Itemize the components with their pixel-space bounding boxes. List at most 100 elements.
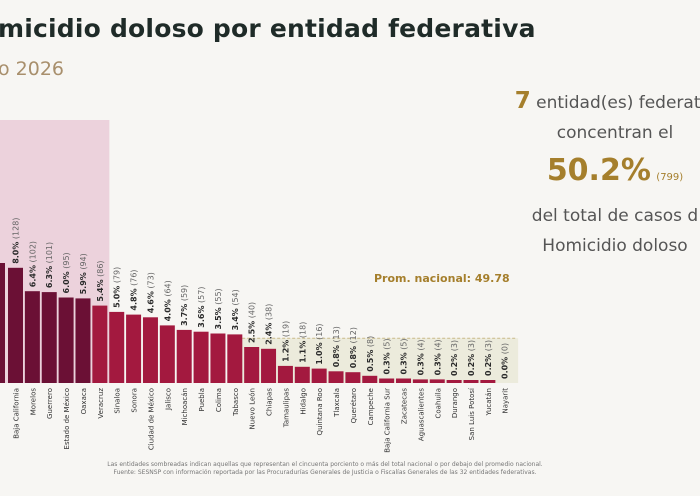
bar	[210, 333, 226, 383]
bar	[480, 380, 496, 383]
category-label: Aguascalientes	[417, 388, 425, 441]
bar	[75, 298, 91, 383]
category-label: Tamaulipas	[282, 388, 290, 429]
data-label: 0.5% (8)	[366, 336, 375, 372]
data-label: 0.3% (5)	[400, 338, 409, 374]
category-label: Campeche	[367, 388, 375, 425]
bar	[412, 379, 428, 383]
bar	[379, 378, 395, 383]
category-label: Yucatán	[485, 388, 493, 417]
bar	[58, 297, 74, 383]
bar	[311, 368, 327, 383]
bar	[362, 375, 378, 383]
bar	[463, 380, 479, 383]
category-label: Hidalgo	[299, 388, 307, 415]
data-label: 1.2% (19)	[281, 321, 290, 362]
summary-line4: Homicidio doloso	[542, 236, 688, 256]
footer-note: Las entidades sombreadas indican aquella…	[100, 461, 550, 477]
bar	[227, 334, 243, 383]
category-label: Tlaxcala	[333, 388, 341, 418]
summary-panel: 7 entidad(es) federativ concentran el 50…	[500, 86, 700, 261]
data-label: 0.2% (3)	[450, 340, 459, 376]
category-label: Tabasco	[232, 388, 240, 417]
category-label: Veracruz	[97, 388, 105, 419]
bar	[244, 347, 260, 383]
category-label: Quintana Roo	[316, 388, 324, 435]
category-label: Ciudad de México	[147, 388, 155, 450]
data-label: 2.5% (40)	[248, 302, 257, 343]
summary-percent: 50.2%	[546, 153, 651, 188]
data-label: 4.6% (73)	[146, 272, 155, 313]
bar	[126, 314, 142, 383]
data-label: 2.4% (38)	[265, 304, 274, 345]
data-label: 0.3% (4)	[416, 339, 425, 375]
category-label: Zacatecas	[401, 388, 409, 424]
data-label: 3.4% (54)	[231, 289, 240, 330]
page-title: micidio doloso por entidad federativa	[0, 14, 536, 43]
bar	[277, 365, 293, 383]
data-label: 5.0% (79)	[113, 267, 122, 308]
data-label: 3.6% (57)	[197, 287, 206, 328]
category-label: Puebla	[198, 388, 206, 412]
summary-line3: del total de casos d	[531, 206, 699, 226]
data-label: 6.0% (95)	[62, 252, 71, 293]
category-label: Estado de México	[63, 388, 71, 449]
bar	[328, 371, 344, 383]
category-label: Nayarit	[502, 388, 510, 414]
average-label: Prom. nacional: 49.78	[374, 272, 510, 285]
category-label: Jalisco	[164, 388, 172, 411]
data-label: 6.4% (102)	[28, 241, 37, 287]
bar	[142, 317, 158, 383]
data-label: 4.8% (76)	[130, 269, 139, 310]
bar	[193, 331, 209, 383]
summary-line1: entidad(es) federativ	[536, 93, 700, 113]
category-label: Querétaro	[350, 388, 358, 423]
bar	[92, 305, 108, 383]
data-label: 6.3% (101)	[45, 242, 54, 288]
category-label: Chiapas	[266, 388, 274, 416]
bar	[294, 366, 310, 383]
bar	[446, 380, 462, 383]
category-label: Sinaloa	[114, 388, 122, 414]
category-label: Guerrero	[46, 388, 54, 419]
data-label: 8.0% (128)	[12, 218, 21, 264]
data-label: 0.8% (12)	[349, 327, 358, 368]
category-label: Oaxaca	[80, 388, 88, 414]
summary-count: 7	[514, 88, 531, 114]
bar	[261, 348, 277, 383]
bar	[396, 378, 412, 383]
summary-line2: concentran el	[556, 123, 674, 143]
data-label: 0.2% (3)	[467, 340, 476, 376]
category-label: Durango	[451, 388, 459, 418]
category-label: Morelos	[29, 388, 37, 416]
bar	[429, 379, 445, 383]
data-label: 0.3% (4)	[433, 339, 442, 375]
category-label: Colima	[215, 388, 223, 412]
bar	[24, 291, 40, 383]
footer-line1: Las entidades sombreadas indican aquella…	[107, 461, 543, 468]
data-label: 3.7% (59)	[180, 285, 189, 326]
category-label: Nuevo León	[249, 388, 257, 429]
data-label: 0.2% (3)	[484, 340, 493, 376]
data-label: 5.9% (94)	[79, 253, 88, 294]
bar	[345, 372, 361, 383]
data-label: 3.5% (55)	[214, 288, 223, 329]
bar	[159, 325, 175, 383]
bar	[41, 292, 57, 383]
category-label: Baja California	[13, 388, 21, 439]
data-label: 4.0% (64)	[163, 280, 172, 321]
page-subtitle: o 2026	[0, 58, 65, 80]
data-label: 0.0% (0)	[501, 343, 510, 379]
footer-line2: Fuente: SESNSP con información reportada…	[113, 469, 537, 476]
category-label: San Luis Potosí	[468, 387, 476, 440]
data-label: 0.3% (5)	[383, 338, 392, 374]
data-label: 5.4% (86)	[96, 260, 105, 301]
category-label: Michoacán	[181, 388, 189, 425]
bar	[176, 329, 192, 383]
category-label: Baja California Sur	[384, 388, 392, 453]
summary-cases: (799)	[656, 172, 684, 183]
data-label: 1.1% (18)	[298, 322, 307, 363]
data-label: 1.0% (16)	[315, 323, 324, 364]
category-label: Sonora	[131, 388, 139, 413]
